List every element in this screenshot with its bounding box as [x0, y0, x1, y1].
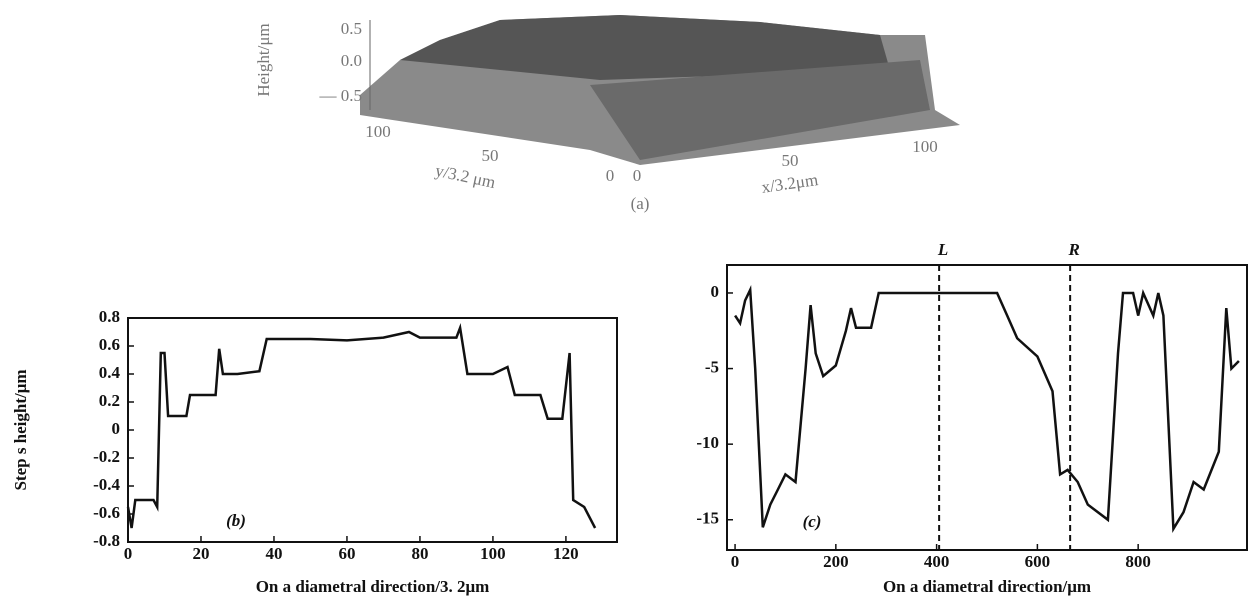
x-axis-label: On a diametral direction/3. 2μm	[256, 577, 490, 596]
z-tick-label: 0.5	[341, 19, 362, 38]
marker-label: L	[937, 240, 948, 259]
y-tick-label: 0.8	[99, 307, 120, 326]
caption: (a)	[631, 194, 650, 213]
x-tick-label: 600	[1025, 552, 1051, 571]
y-axis-label: y/3.2 μm	[433, 161, 497, 192]
x-tick-label: 0	[731, 552, 740, 571]
y-tick-label: -0.8	[93, 531, 120, 550]
x-tick-label: 20	[192, 544, 209, 563]
z-axis-label: Height/μm	[254, 23, 273, 96]
y-tick-label: -15	[696, 509, 719, 528]
marker-label: R	[1067, 240, 1079, 259]
y-tick-label: -0.2	[93, 447, 120, 466]
y-tick-label: 0	[112, 419, 121, 438]
x-tick-label: 100	[912, 137, 938, 156]
x-tick-label: 120	[553, 544, 579, 563]
y-tick-label: -0.6	[93, 503, 120, 522]
y-tick-label: 0	[711, 282, 720, 301]
data-line	[735, 290, 1239, 529]
x-tick-label: 400	[924, 552, 950, 571]
x-tick-label: 0	[124, 544, 133, 563]
y-tick-label: 0	[606, 166, 615, 185]
x-axis-label: x/3.2μm	[760, 170, 819, 197]
y-tick-label: 0.4	[99, 363, 121, 382]
plot-frame	[128, 318, 617, 542]
annotation: (b)	[226, 511, 246, 530]
surface-image	[360, 15, 960, 165]
x-tick-label: 80	[411, 544, 428, 563]
z-tick-label: 0.0	[341, 51, 362, 70]
y-tick-label: -10	[696, 433, 719, 452]
y-tick-label: -5	[705, 357, 719, 376]
y-tick-label: 0.2	[99, 391, 120, 410]
figure: 0.5 0.0 — 0.5 Height/μm 100 50 0 y/3.2 μm 0 50 100…	[0, 0, 1251, 607]
x-tick-label: 200	[823, 552, 849, 571]
x-tick-label: 0	[633, 166, 642, 185]
x-tick-label: 40	[265, 544, 282, 563]
plot-frame	[727, 265, 1247, 550]
y-tick-label: -0.4	[93, 475, 120, 494]
x-tick-label: 100	[480, 544, 506, 563]
x-tick-label: 60	[338, 544, 355, 563]
y-tick-label: 50	[482, 146, 499, 165]
x-tick-label: 800	[1125, 552, 1151, 571]
y-axis-label: Step s height/μm	[11, 369, 30, 490]
y-tick-label: 100	[365, 122, 391, 141]
annotation: (c)	[803, 512, 822, 531]
data-line	[128, 328, 595, 528]
z-tick-label: — 0.5	[319, 86, 363, 105]
x-axis-label: On a diametral direction/μm	[883, 577, 1091, 596]
y-tick-label: 0.6	[99, 335, 120, 354]
x-tick-label: 50	[782, 151, 799, 170]
